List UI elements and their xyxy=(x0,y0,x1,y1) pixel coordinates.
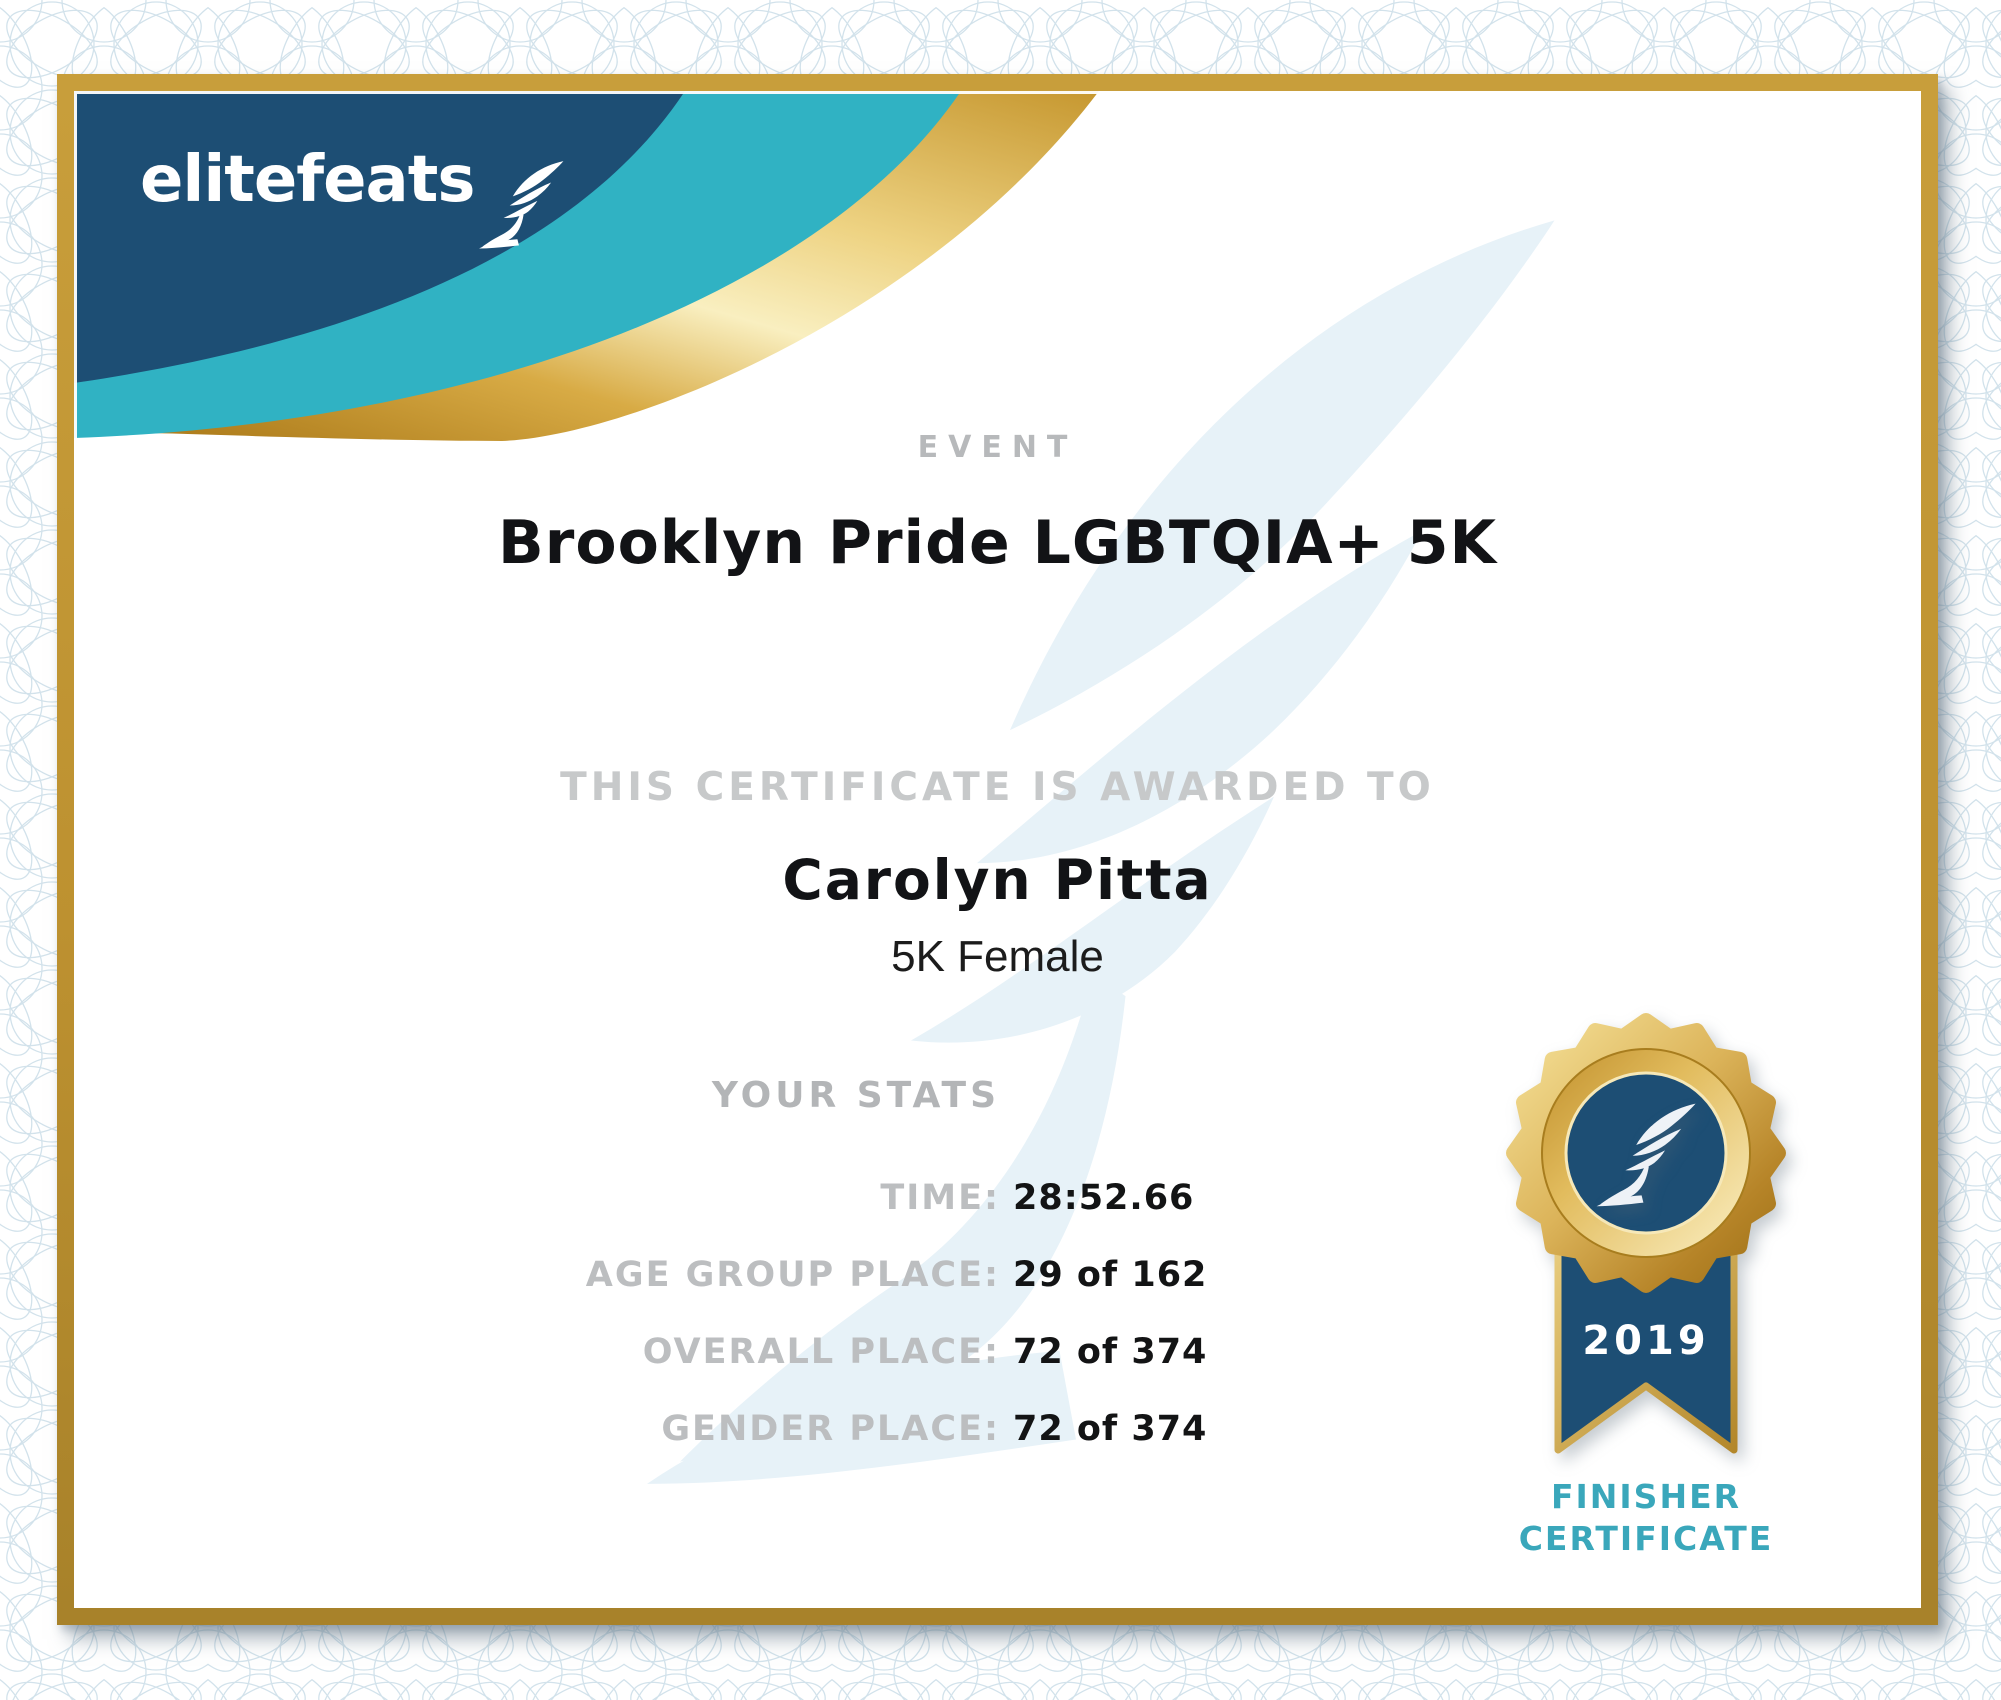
stat-row-time: TIME: 28:52.66 xyxy=(74,1159,1921,1236)
header-curves xyxy=(74,91,1099,441)
stat-row-overall-place: OVERALL PLACE: 72 of 374 xyxy=(74,1313,1921,1390)
stat-value: 72 of 374 xyxy=(1013,1408,1208,1449)
stat-row-gender-place: GENDER PLACE: 72 of 374 xyxy=(74,1390,1921,1467)
finisher-caption-line1: FINISHER xyxy=(1550,1477,1742,1516)
winged-foot-icon xyxy=(476,154,568,254)
finisher-caption-line2: CERTIFICATE xyxy=(1518,1519,1774,1558)
stat-value: 72 of 374 xyxy=(1013,1331,1208,1372)
medal-year: 2019 xyxy=(1582,1318,1709,1364)
stat-row-age-group-place: AGE GROUP PLACE: 29 of 162 xyxy=(74,1236,1921,1313)
event-label: EVENT xyxy=(917,430,1078,465)
stat-label: GENDER PLACE: xyxy=(661,1408,1000,1449)
elitefeats-logo-text: elitefeats xyxy=(140,143,475,217)
finisher-medal: 2019 xyxy=(1496,998,1796,1482)
stats-list: TIME: 28:52.66 AGE GROUP PLACE: 29 of 16… xyxy=(74,1159,1921,1467)
navy-curve-shape xyxy=(74,91,685,383)
elitefeats-logo: elitefeats xyxy=(140,148,568,248)
certificate-frame: elitefeats EVENT Brooklyn Pride LGBTQIA+… xyxy=(57,74,1938,1625)
stat-label: TIME: xyxy=(880,1177,1000,1218)
stat-label: OVERALL PLACE: xyxy=(642,1331,1000,1372)
awarded-label: THIS CERTIFICATE IS AWARDED TO xyxy=(560,765,1435,810)
stats-heading-row: YOUR STATS xyxy=(74,1075,1000,1117)
division-label: 5K Female xyxy=(891,932,1104,981)
finisher-caption: FINISHER CERTIFICATE xyxy=(1496,1476,1796,1560)
stat-label: AGE GROUP PLACE: xyxy=(585,1254,1000,1295)
recipient-name: Carolyn Pitta xyxy=(782,848,1213,912)
stats-heading: YOUR STATS xyxy=(711,1075,1000,1116)
stat-value: 29 of 162 xyxy=(1013,1254,1208,1295)
stat-value: 28:52.66 xyxy=(1013,1177,1195,1218)
event-name: Brooklyn Pride LGBTQIA+ 5K xyxy=(498,508,1497,578)
